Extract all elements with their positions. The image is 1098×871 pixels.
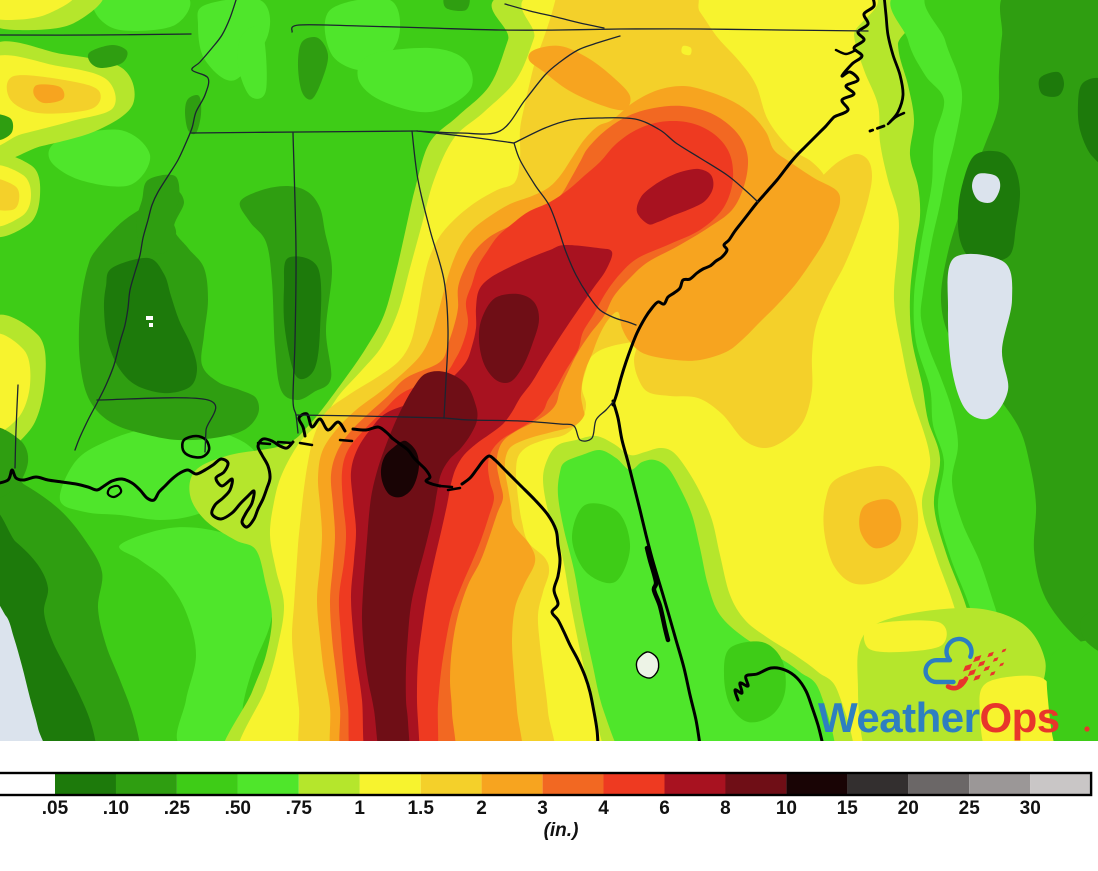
- svg-text:4: 4: [598, 798, 609, 819]
- svg-text:1: 1: [354, 798, 365, 819]
- svg-text:(in.): (in.): [544, 820, 579, 841]
- svg-text:6: 6: [659, 798, 670, 819]
- svg-text:3: 3: [537, 798, 548, 819]
- svg-text:25: 25: [959, 798, 981, 819]
- svg-text:8: 8: [720, 798, 731, 819]
- svg-text:30: 30: [1020, 798, 1041, 819]
- svg-text:15: 15: [837, 798, 859, 819]
- svg-text:.25: .25: [164, 798, 191, 819]
- svg-text:2: 2: [476, 798, 487, 819]
- svg-text:.75: .75: [286, 798, 313, 819]
- svg-text:10: 10: [776, 798, 797, 819]
- svg-text:1.5: 1.5: [407, 798, 434, 819]
- svg-text:20: 20: [898, 798, 919, 819]
- svg-text:.05: .05: [42, 798, 69, 819]
- svg-text:WeatherOps: WeatherOps: [818, 694, 1060, 741]
- svg-text:.50: .50: [225, 798, 251, 819]
- svg-text:.10: .10: [103, 798, 129, 819]
